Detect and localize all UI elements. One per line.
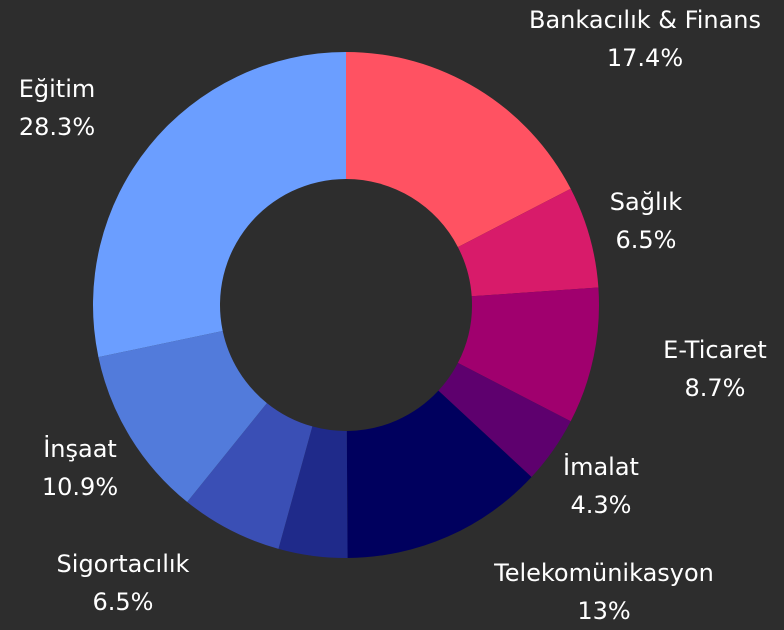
slice-label: Bankacılık & Finans [529,6,761,34]
slice-value: 6.5% [616,226,677,254]
slice [457,188,599,297]
slice [278,426,348,558]
slice-label: Telekomünikasyon [493,559,714,587]
slice [187,403,313,549]
slice-value: 13% [577,597,630,625]
slice-label: E-Ticaret [663,336,767,364]
slice-label: Sağlık [610,188,683,216]
slice [98,330,267,502]
slice [93,52,346,358]
slice-value: 10.9% [42,473,118,501]
slice [346,390,532,558]
slice-label: İmalat [563,452,639,481]
slice [438,362,571,478]
slice-label: Sigortacılık [57,550,190,578]
slice [457,287,599,422]
slice-label: Eğitim [19,75,96,103]
slice-value: 6.5% [93,588,154,616]
slice-label: İnşaat [43,434,117,463]
slice [346,52,571,248]
slice-value: 17.4% [607,44,683,72]
slice-value: 8.7% [685,374,746,402]
slice-value: 4.3% [571,491,632,519]
slice-value: 28.3% [19,113,95,141]
